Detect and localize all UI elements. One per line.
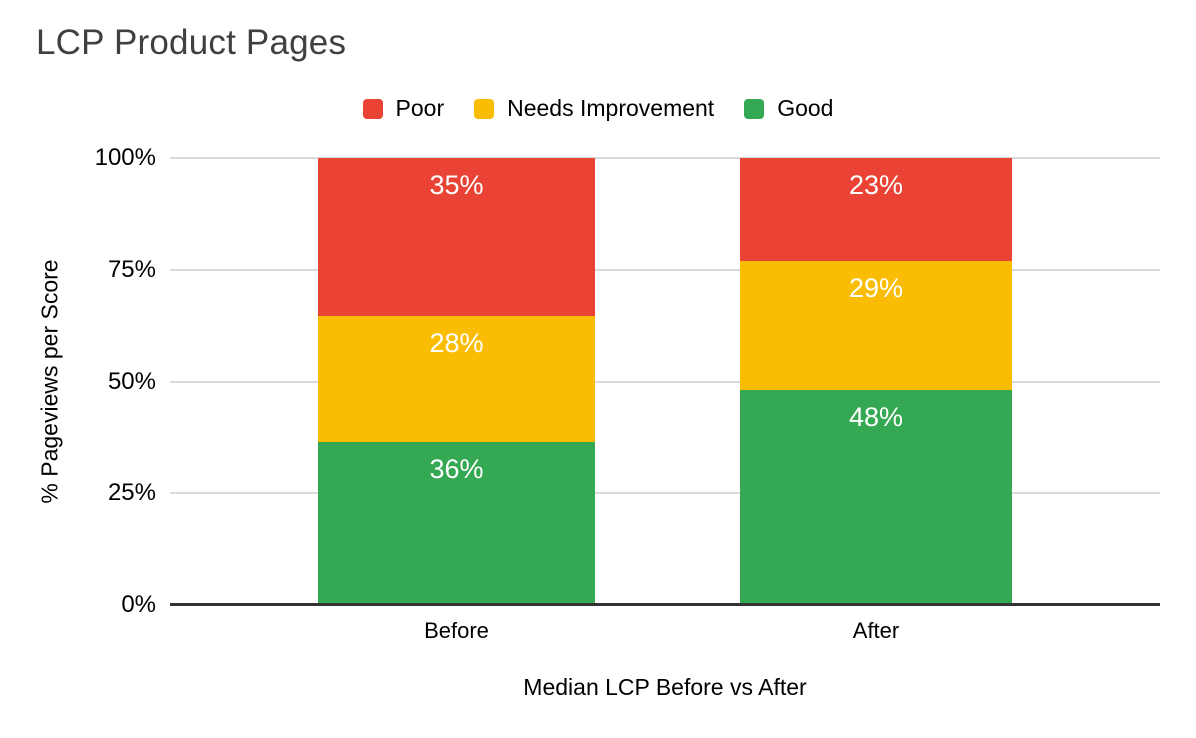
segment-needs-improvement: 29% [740,260,1012,391]
legend: Poor Needs Improvement Good [0,95,1196,122]
segment-needs-improvement: 28% [318,316,595,443]
gridline [170,380,1160,383]
plot-area: % Pageviews per Score 0% 25% 50% 75% 100% 35… [37,144,1160,643]
legend-swatch-icon [362,98,383,119]
data-label: 23% [848,170,904,200]
chart-title: LCP Product Pages [36,23,347,62]
segment-good: 48% [740,390,1012,605]
y-tick-label: 25% [107,479,156,507]
data-label: 28% [429,328,484,359]
legend-item-needs-improvement: Needs Improvement [474,95,714,122]
legend-label: Poor [395,95,445,121]
y-tick-label: 100% [94,144,156,171]
data-label: 36% [429,454,484,485]
x-category-label-before: Before [424,618,489,643]
y-axis-title: % Pageviews per Score [30,158,70,605]
x-category-label-after: After [852,618,900,643]
legend-item-poor: Poor [362,95,445,122]
legend-swatch-icon [744,98,765,119]
y-tick-label: 50% [107,367,156,395]
segment-poor: 35% [318,158,595,317]
legend-label: Needs Improvement [507,95,715,121]
data-label: 35% [429,170,484,200]
segment-poor: 23% [740,158,1012,261]
y-axis-title-text: % Pageviews per Score [36,259,63,504]
y-tick-label: 75% [107,255,156,283]
gridline [170,157,1160,159]
legend-label: Good [777,95,834,121]
legend-swatch-icon [474,98,495,119]
y-tick-label: 0% [121,591,156,618]
data-label: 48% [848,402,904,433]
x-axis-title: Median LCP Before vs After [523,674,807,700]
gridline [170,268,1160,271]
x-axis-line [170,603,1160,606]
gridline [170,492,1160,495]
bar-after: 23% 29% 48% [740,158,1012,605]
data-label: 29% [848,272,904,303]
segment-good: 36% [318,442,595,605]
legend-item-good: Good [744,95,833,122]
bar-before: 35% 28% 36% [318,158,595,605]
